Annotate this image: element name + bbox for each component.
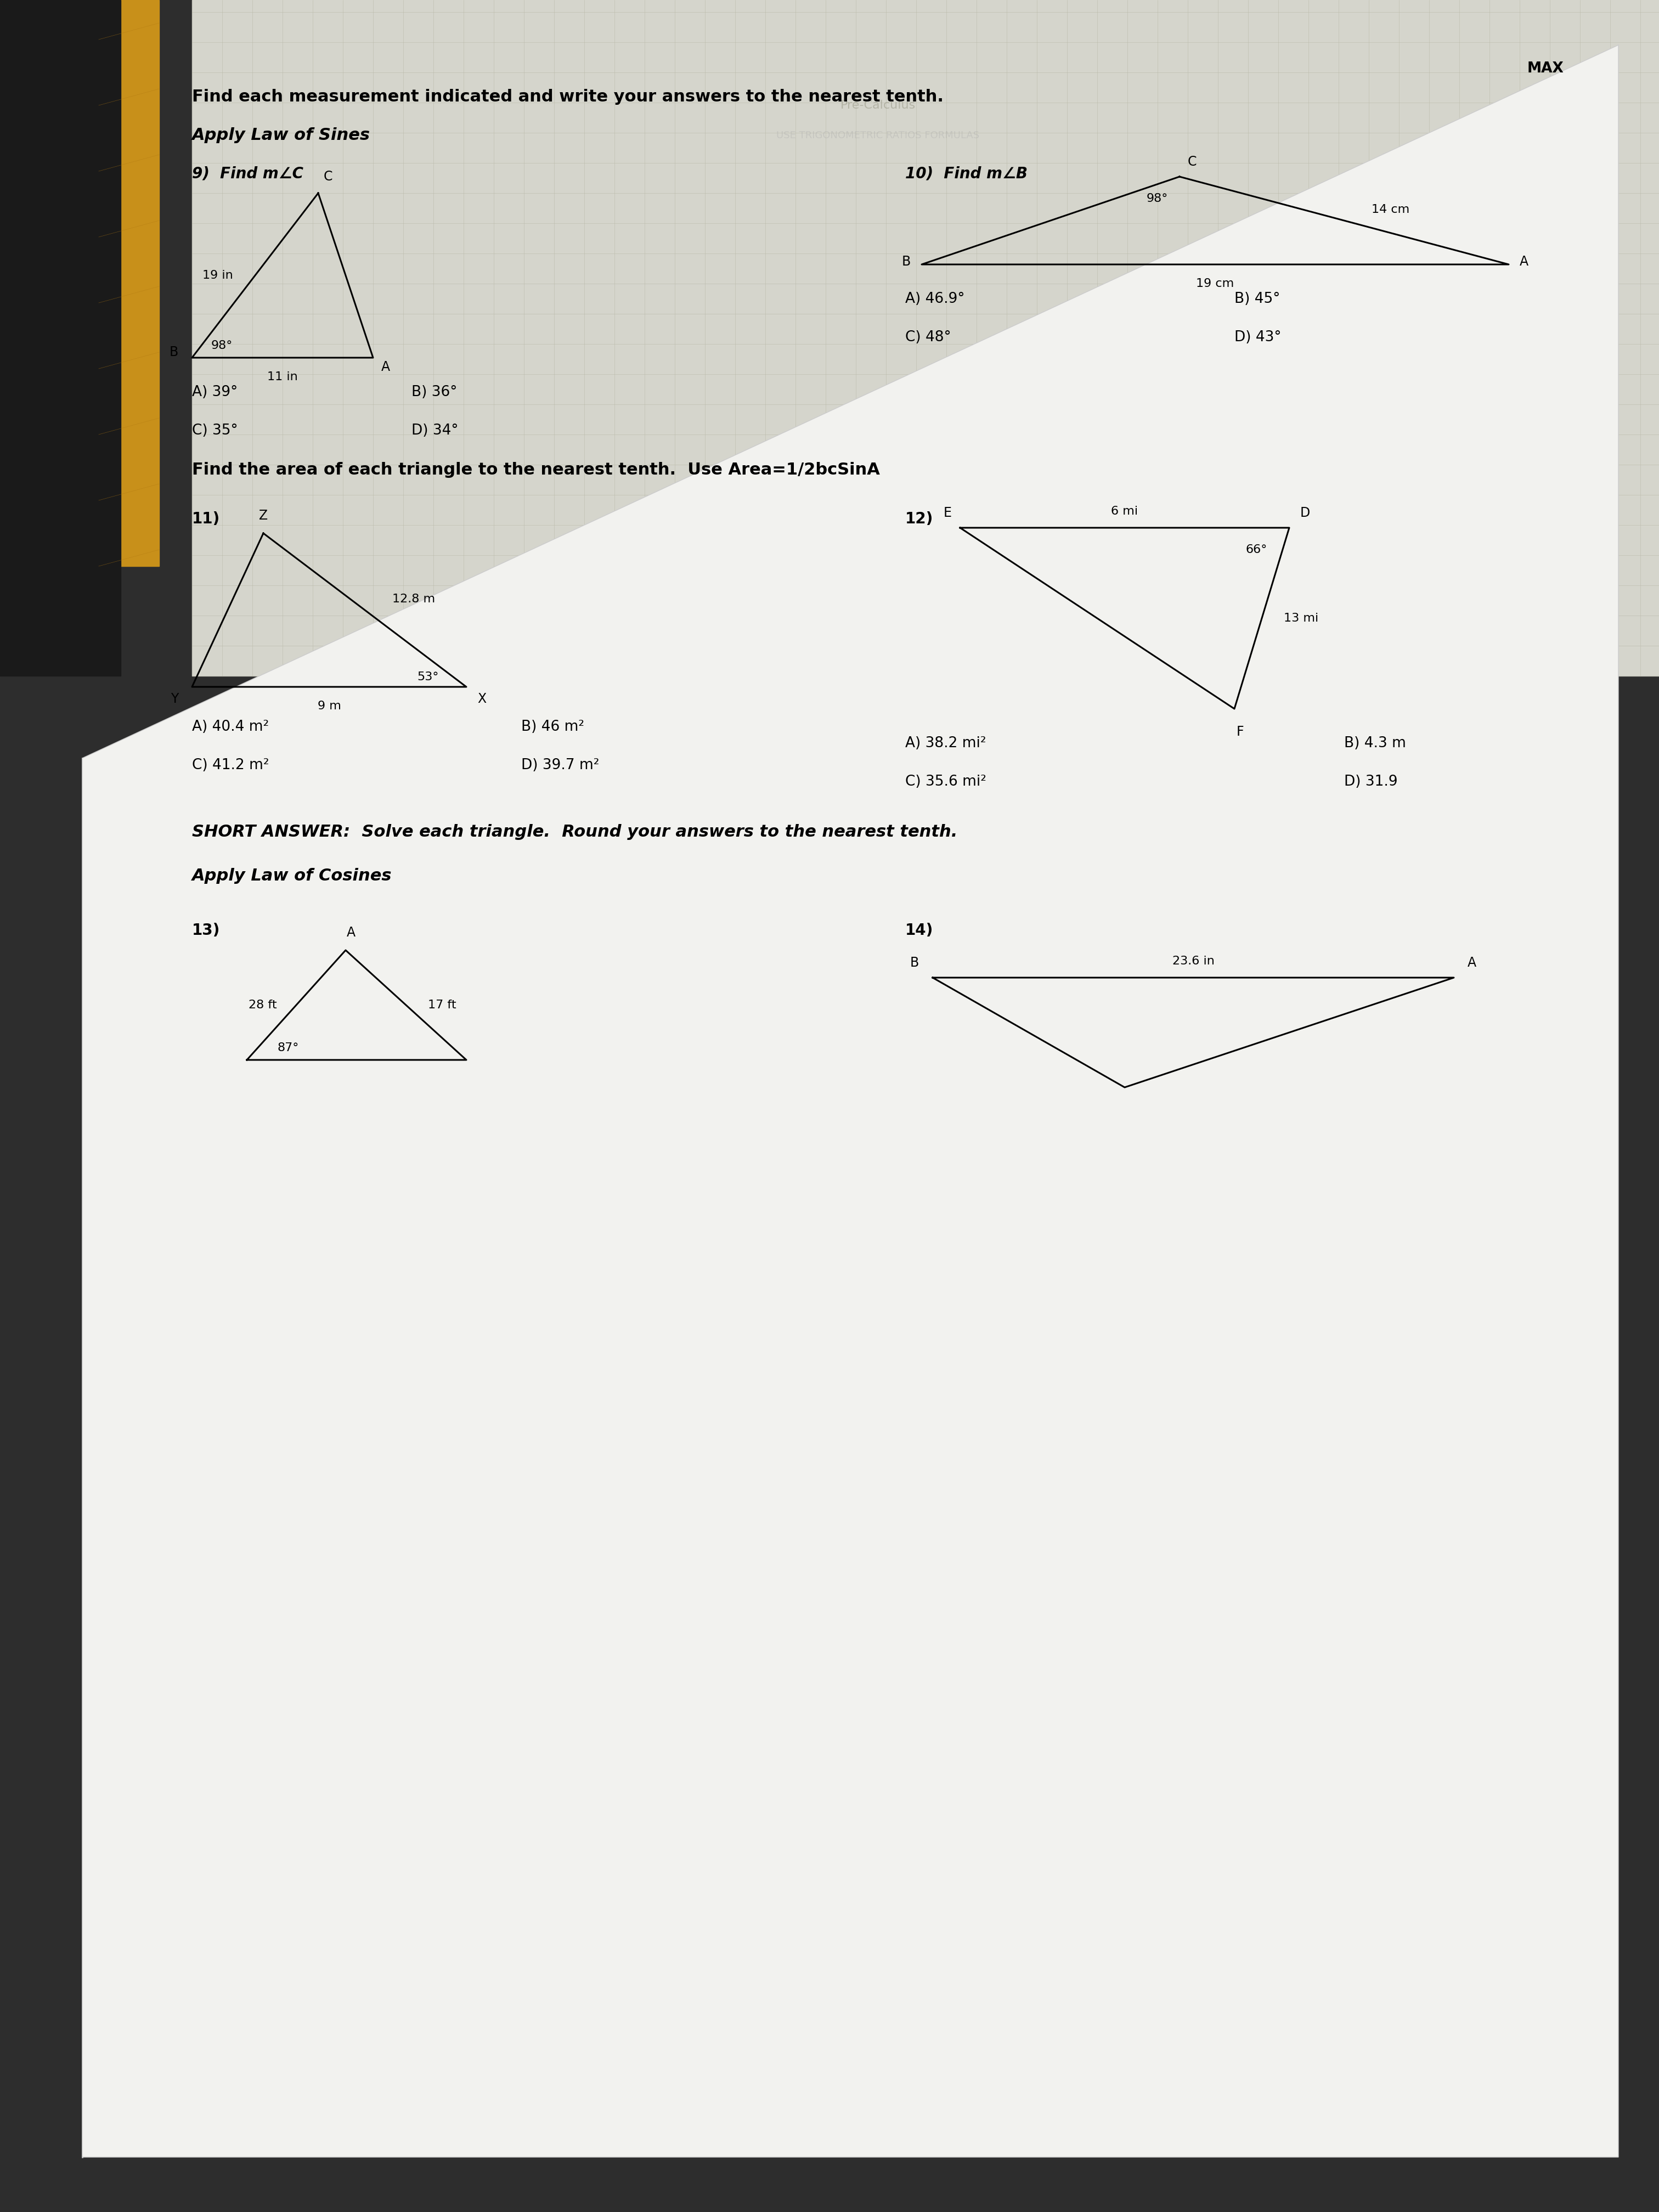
Text: A) 38.2 mi²: A) 38.2 mi²	[906, 737, 985, 750]
Bar	[100, 0, 159, 566]
Text: A) 40.4 m²: A) 40.4 m²	[192, 719, 269, 734]
Text: 19 cm: 19 cm	[1196, 279, 1234, 290]
Text: B: B	[902, 254, 911, 268]
Text: 9)  Find m∠C: 9) Find m∠C	[192, 166, 304, 181]
Text: 53°: 53°	[416, 672, 440, 684]
Text: 87°: 87°	[277, 1042, 299, 1053]
Text: B) 46 m²: B) 46 m²	[521, 719, 584, 734]
Text: 98°: 98°	[211, 341, 232, 352]
Text: C) 35.6 mi²: C) 35.6 mi²	[906, 774, 987, 790]
Text: Apply Law of Cosines: Apply Law of Cosines	[192, 867, 392, 885]
Text: Apply Law of Sines: Apply Law of Sines	[192, 128, 370, 144]
Text: D) 31.9: D) 31.9	[1344, 774, 1397, 790]
Text: A: A	[347, 927, 355, 940]
Text: D) 43°: D) 43°	[1234, 330, 1281, 345]
Text: 19 in: 19 in	[202, 270, 234, 281]
Bar	[0, 0, 121, 677]
Text: 12): 12)	[906, 511, 934, 526]
Text: 17 ft: 17 ft	[428, 1000, 456, 1011]
Text: A: A	[1520, 254, 1528, 268]
Text: C) 41.2 m²: C) 41.2 m²	[192, 759, 269, 772]
Text: C) 35°: C) 35°	[192, 422, 237, 438]
Text: 98°: 98°	[1146, 192, 1168, 204]
Text: Pre-Calculus: Pre-Calculus	[839, 100, 916, 111]
Text: F: F	[1236, 726, 1244, 739]
Text: 23.6 in: 23.6 in	[1173, 956, 1214, 967]
Text: Y: Y	[171, 692, 178, 706]
Text: A) 46.9°: A) 46.9°	[906, 292, 966, 305]
Polygon shape	[83, 44, 1619, 2157]
Text: B: B	[169, 345, 178, 358]
Text: B: B	[911, 956, 919, 969]
Text: 13 mi: 13 mi	[1284, 613, 1319, 624]
Text: 14): 14)	[906, 922, 934, 938]
Text: Find the area of each triangle to the nearest tenth.  Use Area=1/2bcSinA: Find the area of each triangle to the ne…	[192, 462, 879, 478]
Text: SHORT ANSWER:  Solve each triangle.  Round your answers to the nearest tenth.: SHORT ANSWER: Solve each triangle. Round…	[192, 825, 957, 841]
Text: 12.8 m: 12.8 m	[392, 593, 435, 604]
Text: C) 48°: C) 48°	[906, 330, 951, 345]
Text: X: X	[478, 692, 486, 706]
Text: 14 cm: 14 cm	[1372, 204, 1410, 215]
Text: Z: Z	[259, 509, 267, 522]
Text: A) 39°: A) 39°	[192, 385, 237, 400]
Text: 13): 13)	[192, 922, 221, 938]
Text: MAX: MAX	[1526, 62, 1563, 75]
Text: B) 4.3 m: B) 4.3 m	[1344, 737, 1407, 750]
Text: B) 45°: B) 45°	[1234, 292, 1281, 305]
Text: 6 mi: 6 mi	[1112, 507, 1138, 518]
Text: D: D	[1301, 507, 1311, 520]
Text: C: C	[1188, 155, 1196, 168]
Text: B) 36°: B) 36°	[411, 385, 458, 400]
Bar	[192, 0, 1659, 677]
Text: 11): 11)	[192, 511, 221, 526]
Text: Find each measurement indicated and write your answers to the nearest tenth.: Find each measurement indicated and writ…	[192, 88, 944, 104]
Text: 11 in: 11 in	[267, 372, 299, 383]
Text: C: C	[324, 170, 333, 184]
Text: A: A	[382, 361, 390, 374]
Text: 28 ft: 28 ft	[249, 1000, 277, 1011]
Text: USE TRIGONOMETRIC RATIOS FORMULAS: USE TRIGONOMETRIC RATIOS FORMULAS	[776, 131, 979, 139]
Text: 10)  Find m∠B: 10) Find m∠B	[906, 166, 1027, 181]
Text: 9 m: 9 m	[317, 701, 342, 712]
Text: A: A	[1468, 956, 1477, 969]
Text: E: E	[944, 507, 952, 520]
Text: 66°: 66°	[1246, 544, 1267, 555]
Text: D) 39.7 m²: D) 39.7 m²	[521, 759, 599, 772]
Text: D) 34°: D) 34°	[411, 422, 458, 438]
